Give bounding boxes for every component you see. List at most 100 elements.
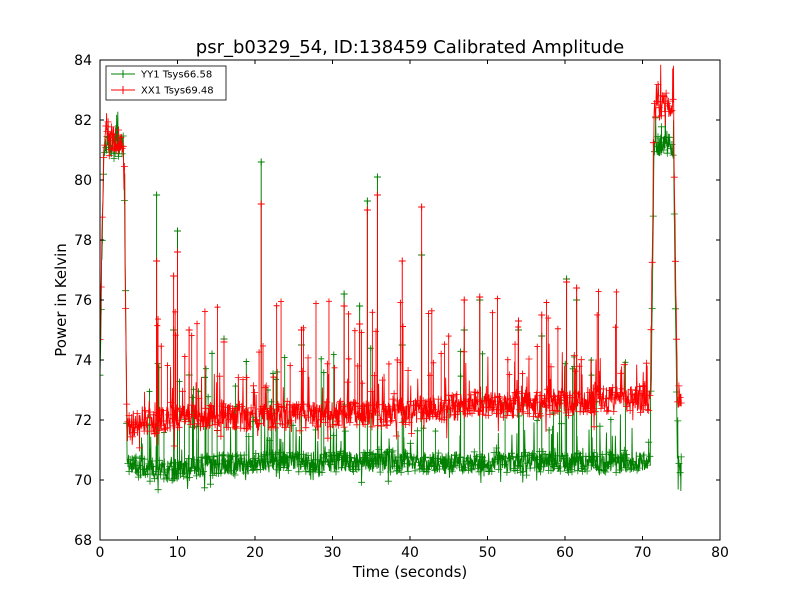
minor-spike-marker	[354, 362, 361, 369]
minor-spike-marker	[489, 309, 496, 316]
spike-marker	[185, 326, 193, 334]
minor-spike-marker	[214, 304, 221, 311]
minor-spike-marker	[287, 362, 294, 369]
minor-spike-marker	[479, 350, 486, 357]
minor-spike-marker	[494, 295, 501, 302]
minor-spike-marker	[613, 288, 620, 295]
x-tick-label: 80	[711, 545, 729, 561]
spike-marker	[563, 278, 571, 286]
spike-marker	[356, 320, 364, 328]
minor-spike-marker	[345, 310, 352, 317]
y-tick-label: 76	[74, 293, 92, 309]
spike-marker	[340, 290, 348, 298]
spike-marker	[153, 191, 161, 199]
spike-marker	[170, 272, 178, 280]
minor-spike-marker	[457, 373, 464, 380]
minor-spike-marker	[324, 360, 331, 367]
minor-spike-marker	[188, 332, 195, 339]
minor-spike-marker	[441, 341, 448, 348]
x-axis-label: Time (seconds)	[352, 563, 468, 581]
minor-spike-marker	[278, 298, 285, 305]
minor-spike-marker	[358, 329, 365, 336]
minor-spike-marker	[325, 298, 332, 305]
minor-spike-marker	[260, 342, 267, 349]
minor-spike-marker	[572, 368, 579, 375]
minor-spike-marker	[554, 325, 561, 332]
minor-spike-marker	[594, 311, 601, 318]
series-markers	[100, 114, 685, 494]
spike-marker	[174, 227, 181, 235]
minor-spike-marker	[273, 302, 280, 309]
spike-marker	[373, 173, 381, 181]
minor-spike-marker	[607, 416, 614, 423]
minor-spike-marker	[425, 310, 432, 317]
minor-spike-marker	[428, 307, 435, 314]
legend-label-xx1: XX1 Tsys69.48	[141, 86, 214, 97]
minor-spike-marker	[270, 374, 277, 381]
minor-spike-marker	[232, 383, 239, 390]
minor-spike-marker	[300, 324, 307, 331]
minor-spike-marker	[243, 358, 250, 365]
spike-marker	[356, 302, 364, 310]
minor-spike-marker	[359, 380, 366, 387]
minor-spike-marker	[516, 412, 523, 419]
minor-spike-marker	[330, 351, 337, 358]
y-tick-label: 78	[74, 233, 92, 249]
minor-spike-marker	[312, 300, 319, 307]
x-tick-label: 0	[96, 545, 105, 561]
spike-marker	[476, 293, 484, 301]
y-tick-label: 80	[74, 173, 92, 189]
spike-marker	[573, 284, 581, 292]
legend-box	[105, 65, 227, 101]
y-axis-label: Power in Kelvin	[52, 243, 70, 357]
minor-spike-marker	[622, 359, 629, 366]
x-tick-label: 50	[479, 545, 497, 561]
spike-marker	[515, 317, 522, 325]
legend-label-yy1: YY1 Tsys66.58	[140, 70, 212, 81]
spike-marker	[418, 203, 426, 211]
minor-spike-marker	[576, 363, 583, 370]
minor-spike-marker	[172, 308, 179, 315]
spike-marker	[257, 158, 265, 166]
minor-spike-marker	[164, 362, 171, 369]
minor-spike-marker	[515, 323, 522, 330]
minor-spike-marker	[320, 369, 327, 376]
spike-marker	[220, 338, 228, 346]
minor-spike-marker	[519, 370, 526, 377]
y-tick-label: 84	[74, 53, 92, 69]
minor-spike-marker	[457, 348, 464, 355]
spike-marker	[538, 311, 546, 319]
minor-spike-marker	[181, 353, 188, 360]
minor-spike-marker	[331, 364, 338, 371]
spike-marker	[174, 248, 181, 256]
minor-spike-marker	[430, 359, 437, 366]
plot-area	[100, 64, 685, 494]
minor-spike-marker	[155, 316, 162, 323]
minor-spike-marker	[154, 322, 161, 329]
spike-marker	[363, 206, 371, 214]
minor-spike-marker	[438, 350, 445, 357]
series-xx1	[100, 64, 685, 452]
minor-spike-marker	[351, 327, 358, 334]
minor-spike-marker	[504, 356, 511, 363]
minor-spike-marker	[146, 388, 153, 395]
minor-spike-marker	[397, 299, 404, 306]
minor-spike-marker	[543, 299, 550, 306]
x-tick-label: 70	[634, 545, 652, 561]
minor-spike-marker	[202, 365, 209, 372]
y-tick-label: 68	[74, 533, 92, 549]
spike-marker	[257, 200, 265, 208]
minor-spike-marker	[243, 374, 250, 381]
spike-marker	[153, 257, 161, 265]
minor-spike-marker	[201, 308, 208, 315]
minor-spike-marker	[506, 371, 513, 378]
minor-spike-marker	[172, 332, 179, 339]
legend: YY1 Tsys66.58 XX1 Tsys69.48	[105, 65, 227, 101]
minor-spike-marker	[400, 323, 407, 330]
x-tick-label: 40	[401, 545, 419, 561]
x-tick-label: 10	[169, 545, 187, 561]
minor-spike-marker	[595, 288, 602, 295]
minor-spike-marker	[281, 354, 288, 361]
y-tick-label: 74	[74, 353, 92, 369]
